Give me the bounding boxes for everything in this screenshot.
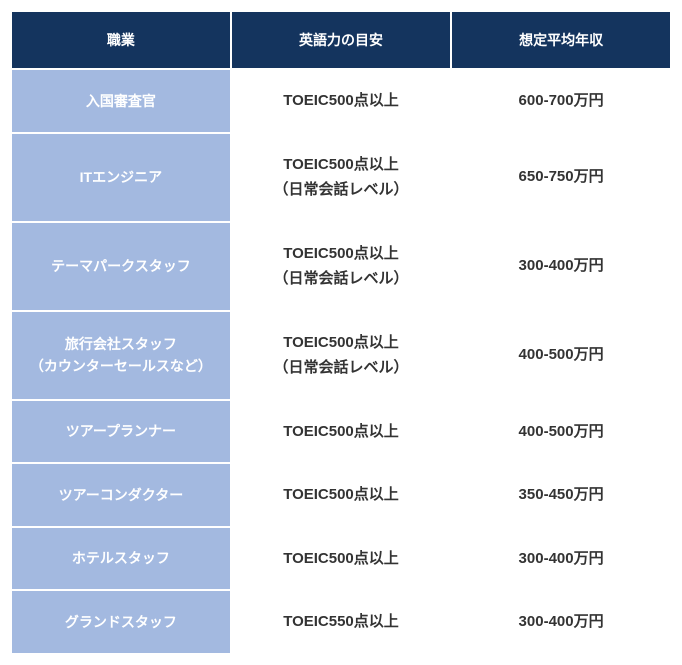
salary: 600-700万円 [452,70,670,132]
job-name: ITエンジニア [12,134,230,221]
table-row: グランドスタッフ TOEIC550点以上 300-400万円 [12,591,670,653]
job-name: 入国審査官 [12,70,230,132]
salary: 300-400万円 [452,223,670,310]
header-job: 職業 [12,12,230,68]
english-level: TOEIC500点以上 [232,401,450,463]
jobs-salary-table: 職業 英語力の目安 想定平均年収 入国審査官 TOEIC500点以上 600-7… [10,10,672,655]
salary: 350-450万円 [452,464,670,526]
table-row: ITエンジニア TOEIC500点以上 （日常会話レベル） 650-750万円 [12,134,670,221]
header-salary: 想定平均年収 [452,12,670,68]
english-level: TOEIC500点以上 （日常会話レベル） [232,223,450,310]
salary: 400-500万円 [452,312,670,399]
table-row: 入国審査官 TOEIC500点以上 600-700万円 [12,70,670,132]
table-row: ツアープランナー TOEIC500点以上 400-500万円 [12,401,670,463]
job-name: ツアーコンダクター [12,464,230,526]
english-level: TOEIC500点以上 [232,528,450,590]
english-level: TOEIC500点以上 [232,464,450,526]
job-name: グランドスタッフ [12,591,230,653]
job-name: 旅行会社スタッフ （カウンターセールスなど） [12,312,230,399]
english-level: TOEIC550点以上 [232,591,450,653]
salary: 300-400万円 [452,591,670,653]
salary: 400-500万円 [452,401,670,463]
table-header-row: 職業 英語力の目安 想定平均年収 [12,12,670,68]
salary: 650-750万円 [452,134,670,221]
english-level: TOEIC500点以上 [232,70,450,132]
salary: 300-400万円 [452,528,670,590]
table-body: 入国審査官 TOEIC500点以上 600-700万円 ITエンジニア TOEI… [12,70,670,653]
table-row: ホテルスタッフ TOEIC500点以上 300-400万円 [12,528,670,590]
job-name: ツアープランナー [12,401,230,463]
job-name: ホテルスタッフ [12,528,230,590]
header-english: 英語力の目安 [232,12,450,68]
table-row: ツアーコンダクター TOEIC500点以上 350-450万円 [12,464,670,526]
english-level: TOEIC500点以上 （日常会話レベル） [232,134,450,221]
english-level: TOEIC500点以上 （日常会話レベル） [232,312,450,399]
job-name: テーマパークスタッフ [12,223,230,310]
table-row: 旅行会社スタッフ （カウンターセールスなど） TOEIC500点以上 （日常会話… [12,312,670,399]
table-row: テーマパークスタッフ TOEIC500点以上 （日常会話レベル） 300-400… [12,223,670,310]
